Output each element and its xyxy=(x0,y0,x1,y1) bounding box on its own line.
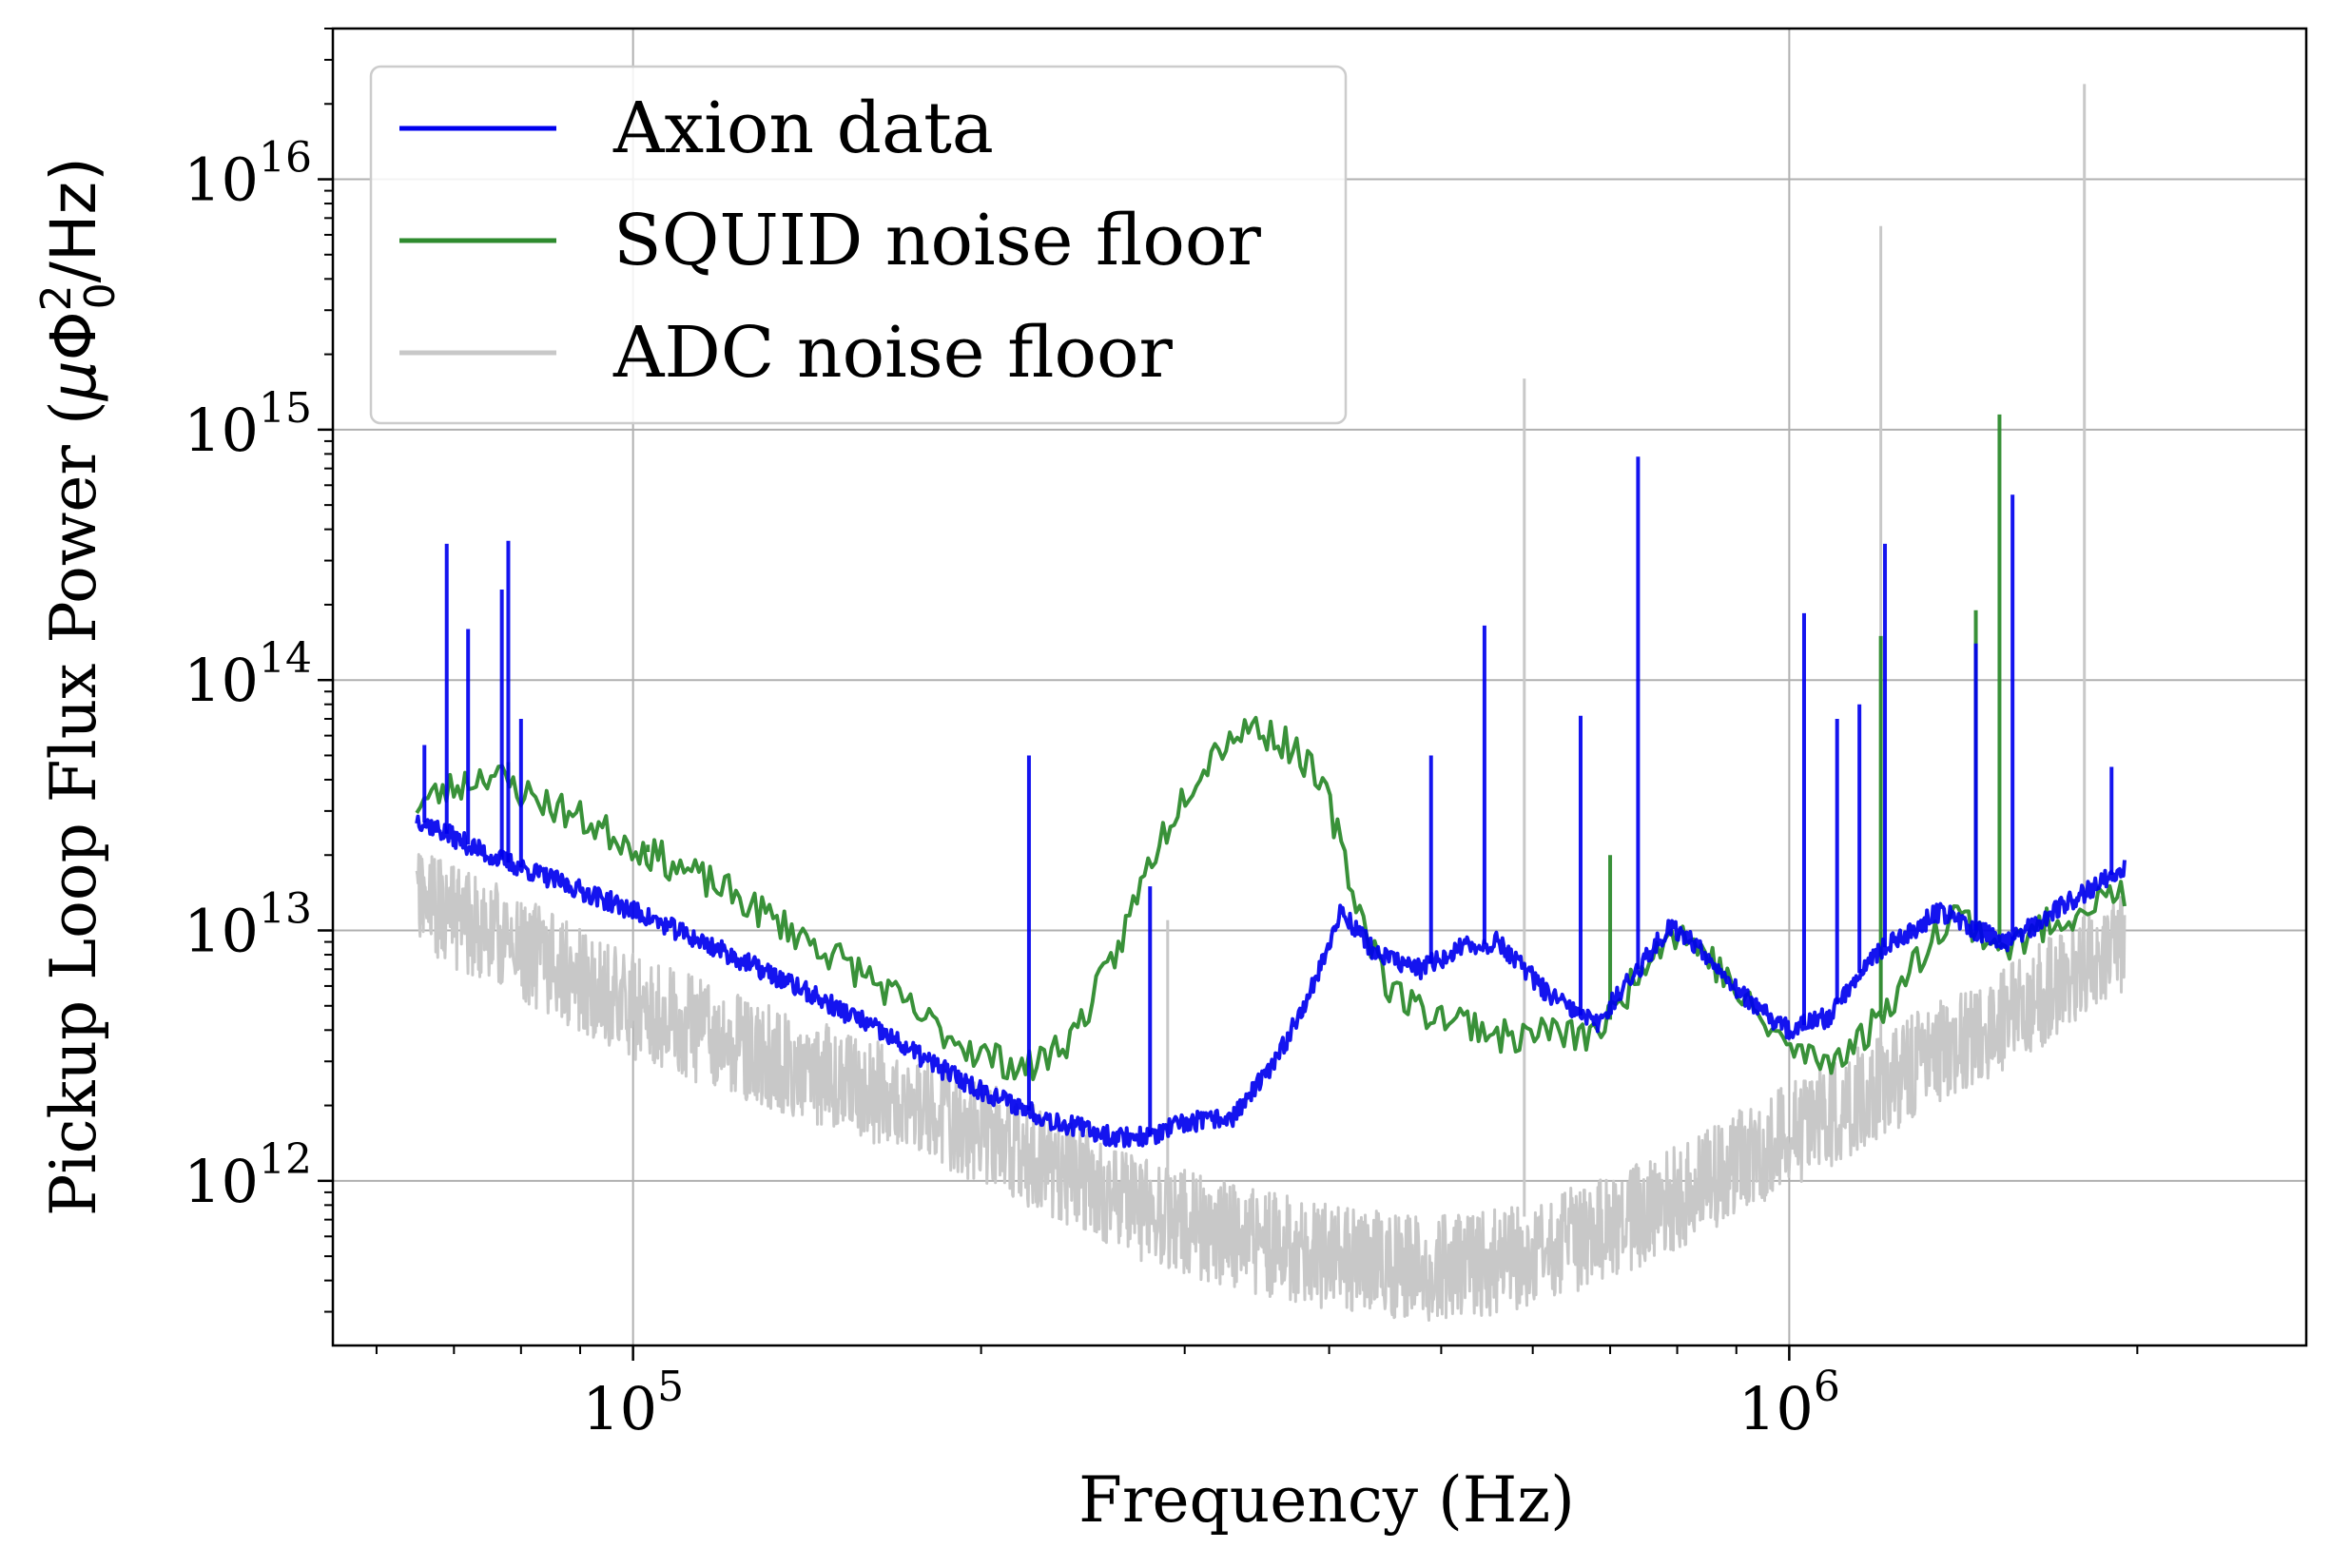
series-adc-line xyxy=(415,853,2127,1322)
y-tick-label: 1013 xyxy=(184,885,312,966)
series-layer xyxy=(415,84,2127,1322)
y-tick-label: 1016 xyxy=(184,134,312,215)
y-tick-label: 1012 xyxy=(184,1135,312,1216)
plot-frame xyxy=(331,27,2308,1347)
minor-ticks xyxy=(324,28,2139,1354)
y-axis-label: Pickup Loop Flux Power (μΦ20/Hz) xyxy=(32,157,125,1216)
legend-label-axion: Axion data xyxy=(612,87,994,169)
legend-label-adc: ADC noise floor xyxy=(612,312,1174,394)
series-axion-line xyxy=(415,814,2127,1149)
legend: Axion data SQUID noise floor ADC noise f… xyxy=(369,65,1348,425)
legend-box xyxy=(369,65,1348,425)
y-tick-label: 1014 xyxy=(184,634,312,715)
y-tick-label: 1015 xyxy=(184,384,312,465)
ticks: 105 106 1012 1013 1014 1015 1016 xyxy=(184,134,1840,1443)
x-tick-label: 105 xyxy=(582,1363,684,1443)
x-axis-label: Frequency (Hz) xyxy=(1078,1463,1575,1537)
legend-label-squid: SQUID noise floor xyxy=(613,200,1261,281)
series-squid-line xyxy=(415,715,2127,1081)
x-tick-label: 106 xyxy=(1738,1363,1840,1443)
